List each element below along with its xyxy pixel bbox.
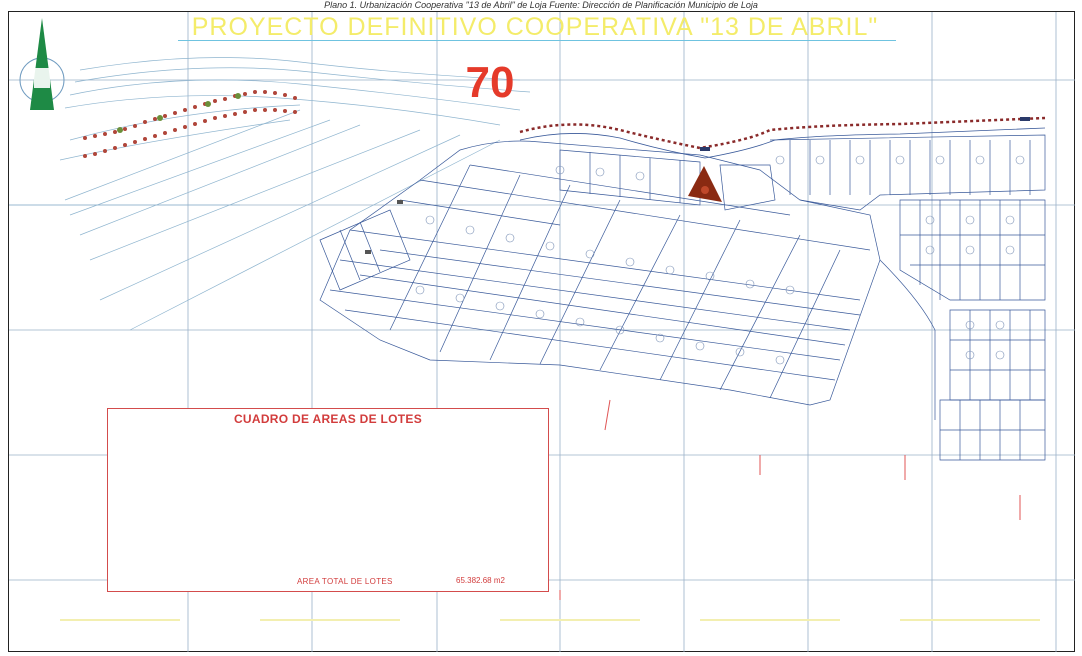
title-underline: [178, 40, 896, 41]
map-caption: Plano 1. Urbanización Cooperativa "13 de…: [324, 0, 758, 10]
table-title: CUADRO DE AREAS DE LOTES: [233, 412, 423, 426]
main-road: [519, 116, 1046, 159]
location-marker: [365, 117, 1030, 254]
lot-blocks: [319, 134, 1046, 461]
plan-title: PROYECTO DEFINITIVO COOPERATIVA "13 DE A…: [191, 13, 879, 41]
lots-area-table: CUADRO DE AREAS DE LOTES: [107, 408, 549, 592]
tree-rows: [83, 90, 297, 158]
north-arrow-icon: [19, 18, 65, 110]
sheet-number: 70: [465, 58, 515, 107]
total-area-value: 65.382.68 m2: [456, 576, 505, 585]
tree-canopy: [117, 93, 241, 133]
total-area-label: AREA TOTAL DE LOTES: [297, 577, 393, 586]
survey-marks: [559, 399, 1021, 600]
lot-numbers: [415, 155, 1025, 365]
